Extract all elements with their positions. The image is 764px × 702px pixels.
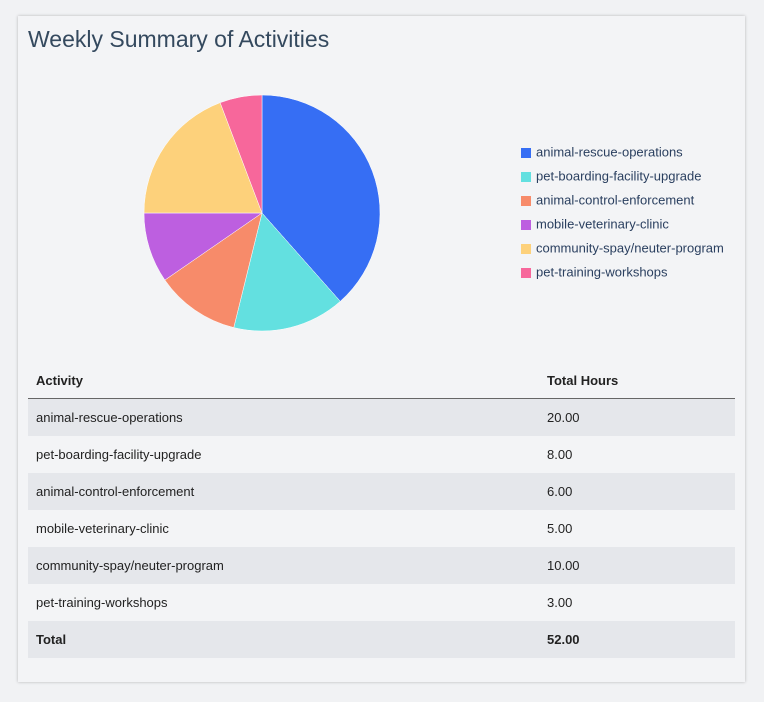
legend-label[interactable]: mobile-veterinary-clinic <box>536 216 669 231</box>
cell: community-spay/neuter-program <box>36 558 224 573</box>
cell: animal-control-enforcement <box>36 484 195 499</box>
header-row: Activity Total Hours <box>28 362 735 399</box>
row: community-spay/neuter-program 10.00 <box>28 547 735 584</box>
row: pet-boarding-facility-upgrade 8.00 <box>28 436 735 473</box>
cell: Total <box>36 632 67 647</box>
legend-label[interactable]: community-spay/neuter-program <box>536 240 724 255</box>
pie-slice <box>164 212 263 328</box>
row: animal-control-enforcement 6.00 <box>28 473 735 510</box>
row: pet-training-workshops 3.00 <box>28 584 735 621</box>
legend-swatch[interactable] <box>521 148 531 158</box>
cell: 52.00 <box>547 632 580 647</box>
row: animal-rescue-operations 20.00 <box>28 398 735 436</box>
cell: pet-training-workshops <box>36 595 168 610</box>
cell: 5.00 <box>547 521 573 536</box>
cell: 20.00 <box>547 410 580 425</box>
legend-swatch[interactable] <box>521 196 531 206</box>
cell: 6.00 <box>547 484 573 499</box>
legend-swatch[interactable] <box>521 268 531 278</box>
header-cell: Activity <box>28 362 537 399</box>
legend-swatch[interactable] <box>521 220 531 230</box>
legend-label[interactable]: animal-rescue-operations <box>536 144 683 159</box>
cell: 8.00 <box>547 447 573 462</box>
cell: animal-rescue-operations <box>36 410 183 425</box>
summary-table: Activity Total Hours animal-rescue-opera… <box>28 362 735 658</box>
legend-label[interactable]: pet-training-workshops <box>536 264 668 279</box>
card: Weekly Summary of Activities animal-resc… <box>18 16 745 682</box>
cell: 10.00 <box>547 558 580 573</box>
cell: 3.00 <box>547 595 573 610</box>
row: mobile-veterinary-clinic 5.00 <box>28 510 735 547</box>
legend-swatch[interactable] <box>521 172 531 182</box>
title: Weekly Summary of Activities <box>28 26 330 52</box>
pie-slice <box>233 212 341 332</box>
legend-swatch[interactable] <box>521 244 531 254</box>
cell: mobile-veterinary-clinic <box>36 521 169 536</box>
chart: animal-rescue-operations pet-boarding-fac… <box>143 94 724 332</box>
header-cell: Total Hours <box>537 362 735 399</box>
cell: pet-boarding-facility-upgrade <box>36 447 202 462</box>
pie-slice <box>261 94 381 302</box>
legend-label[interactable]: pet-boarding-facility-upgrade <box>536 168 701 183</box>
total-row: Total 52.00 <box>28 621 735 658</box>
pie-slice <box>219 94 263 214</box>
pie-slice <box>143 102 263 214</box>
legend-label[interactable]: animal-control-enforcement <box>536 192 695 207</box>
